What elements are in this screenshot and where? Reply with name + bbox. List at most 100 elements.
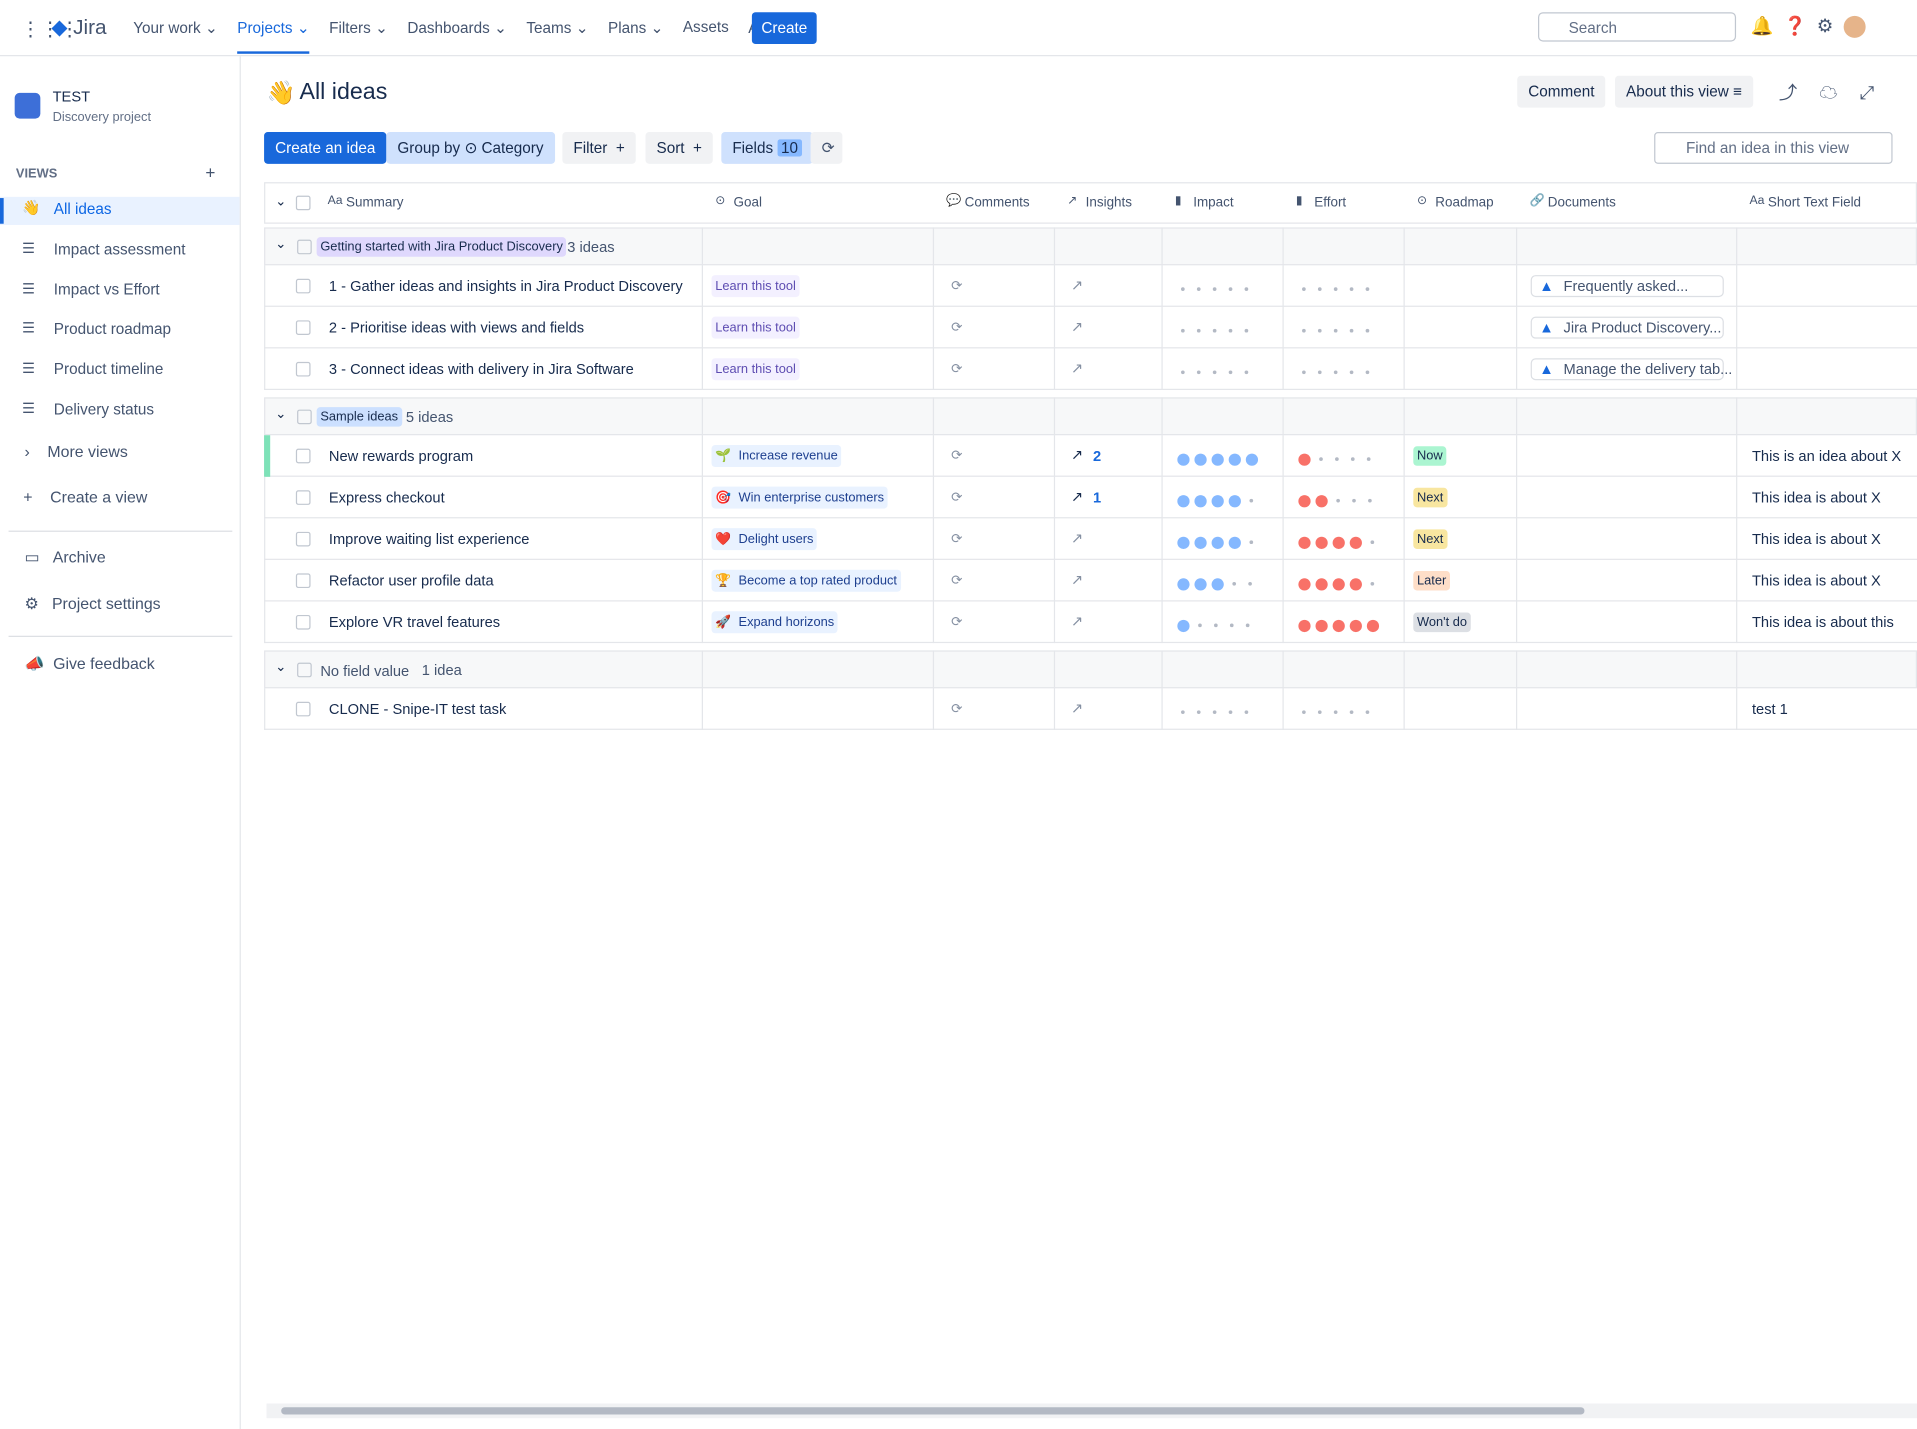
document-link[interactable]: ▲ Frequently asked... <box>1530 275 1724 298</box>
column-header[interactable]: Summary <box>345 195 404 211</box>
logo[interactable]: ◆ Jira <box>51 15 107 40</box>
cell-border <box>1161 476 1163 519</box>
goal-pill[interactable]: 🚀 Expand horizons <box>711 611 838 634</box>
rating-dot <box>1196 710 1201 715</box>
view-item[interactable]: Impact assessment <box>53 240 186 258</box>
view-item[interactable]: Product roadmap <box>53 320 172 338</box>
idea-row[interactable] <box>264 476 1917 519</box>
summary[interactable]: 3 - Connect ideas with delivery in Jira … <box>328 360 634 378</box>
idea-row[interactable] <box>264 688 1917 730</box>
create-button[interactable]: Create <box>751 12 817 45</box>
idea-row[interactable] <box>264 518 1917 560</box>
view-item[interactable]: Product timeline <box>53 360 164 379</box>
project-settings[interactable]: ⚙ Project settings <box>24 594 161 613</box>
header-icons[interactable]: 🔔 ❓ ⚙ <box>1751 15 1866 38</box>
header-actions[interactable]: ⤴☁⤢ <box>1778 83 1897 104</box>
fields-button[interactable]: Fields 10 <box>721 132 813 164</box>
summary[interactable]: Improve waiting list experience <box>328 530 530 548</box>
group-toggle[interactable]: ⌄ <box>275 660 287 675</box>
column-header[interactable]: Documents <box>1547 195 1616 211</box>
rating-dot <box>1249 499 1254 503</box>
idea-row[interactable] <box>264 435 1917 477</box>
rating-dot <box>1365 329 1370 333</box>
create-idea-button[interactable]: Create an idea <box>264 132 387 164</box>
idea-row[interactable] <box>264 265 1917 307</box>
column-header[interactable]: Roadmap <box>1435 195 1494 211</box>
summary[interactable]: Refactor user profile data <box>328 572 494 590</box>
column-header[interactable]: Short Text Field <box>1767 195 1862 211</box>
scroll-thumb[interactable] <box>281 1407 1585 1415</box>
summary[interactable]: Express checkout <box>328 489 445 507</box>
checkbox[interactable] <box>295 531 311 547</box>
checkbox[interactable] <box>295 361 311 377</box>
idea-row[interactable] <box>264 306 1917 349</box>
sync-button[interactable]: ⟳ <box>810 132 843 164</box>
nav-item[interactable]: Your work ⌄ <box>133 19 218 37</box>
checkbox[interactable] <box>295 448 311 464</box>
goal-pill[interactable]: 🏆 Become a top rated product <box>711 569 901 592</box>
summary[interactable]: Explore VR travel features <box>328 613 501 631</box>
column-header[interactable]: Insights <box>1085 195 1133 211</box>
goal-pill[interactable]: Learn this tool <box>711 275 800 298</box>
more-views[interactable]: › More views <box>24 442 128 461</box>
checkbox[interactable] <box>297 662 312 678</box>
view-item[interactable]: All ideas <box>53 200 112 218</box>
add-view[interactable]: + <box>205 162 216 183</box>
checkbox[interactable] <box>297 239 312 255</box>
nav-item[interactable]: Assets <box>682 18 729 36</box>
nav-item[interactable]: Teams ⌄ <box>526 19 589 37</box>
column-header[interactable]: Impact <box>1193 195 1234 211</box>
group-toggle[interactable]: ⌄ <box>275 407 287 422</box>
give-feedback[interactable]: 📣 Give feedback <box>24 654 155 673</box>
create-view[interactable]: + Create a view <box>23 487 148 507</box>
archive[interactable]: ▭ Archive <box>24 547 106 567</box>
doc-icon: ▲ <box>1539 360 1554 378</box>
summary[interactable]: New rewards program <box>328 447 474 465</box>
filter-button[interactable]: Filter + <box>562 132 636 164</box>
checkbox[interactable] <box>295 490 311 505</box>
rating <box>1177 615 1258 632</box>
group-label: No field value <box>320 662 410 680</box>
nav-item[interactable]: Projects ⌄ <box>237 18 310 54</box>
nav-item[interactable]: Plans ⌄ <box>608 19 664 37</box>
checkbox[interactable] <box>295 278 311 294</box>
summary[interactable]: CLONE - Snipe-IT test task <box>328 700 507 718</box>
checkbox[interactable] <box>295 195 311 211</box>
summary[interactable]: 2 - Prioritise ideas with views and fiel… <box>328 319 585 337</box>
document-link[interactable]: ▲ Manage the delivery tab... <box>1530 358 1732 381</box>
nav-item[interactable]: Filters ⌄ <box>329 19 388 37</box>
about-view-button[interactable]: About this view ≡ <box>1615 75 1754 108</box>
view-item[interactable]: Impact vs Effort <box>53 280 160 298</box>
checkbox[interactable] <box>295 614 311 630</box>
sort-button[interactable]: Sort + <box>645 132 713 164</box>
goal-pill[interactable]: ❤️ Delight users <box>711 528 818 551</box>
cell-border <box>1053 559 1056 602</box>
rating-dot <box>1319 457 1323 462</box>
idea-row[interactable] <box>264 559 1917 602</box>
scrollbar[interactable] <box>266 1403 1917 1419</box>
find-idea-input[interactable]: Find an idea in this view <box>1654 132 1893 164</box>
checkbox[interactable] <box>295 320 311 335</box>
column-header[interactable]: Goal <box>733 195 762 211</box>
app-switcher[interactable]: ⋮⋮⋮ <box>20 19 80 41</box>
checkbox[interactable] <box>297 409 312 425</box>
column-header[interactable]: Comments <box>964 195 1030 211</box>
goal-pill[interactable]: 🌱 Increase revenue <box>711 445 842 468</box>
group-by-button[interactable]: Group by ⊙ Category <box>386 132 555 164</box>
group-toggle[interactable]: ⌄ <box>275 237 287 252</box>
project-name[interactable]: TEST <box>52 88 91 106</box>
document-link[interactable]: ▲ Jira Product Discovery... <box>1530 316 1724 339</box>
view-item[interactable]: Delivery status <box>53 401 155 419</box>
goal-pill[interactable]: 🎯 Win enterprise customers <box>711 486 888 509</box>
summary[interactable]: 1 - Gather ideas and insights in Jira Pr… <box>328 277 683 295</box>
comment-button[interactable]: Comment <box>1517 75 1606 108</box>
nav-item[interactable]: Dashboards ⌄ <box>407 19 507 37</box>
goal-pill[interactable]: Learn this tool <box>711 358 800 381</box>
checkbox[interactable] <box>295 701 311 717</box>
goal-pill[interactable]: Learn this tool <box>711 316 800 339</box>
checkbox[interactable] <box>295 573 311 589</box>
idea-row[interactable] <box>264 601 1917 644</box>
global-search[interactable]: Search <box>1538 12 1737 42</box>
idea-row[interactable] <box>264 348 1917 391</box>
column-header[interactable]: Effort <box>1314 195 1347 211</box>
